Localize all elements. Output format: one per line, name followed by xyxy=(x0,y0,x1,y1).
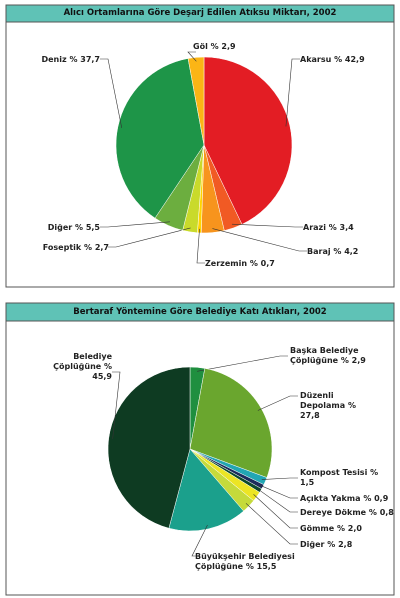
leader-line xyxy=(100,58,123,129)
category-label: Zerzemin xyxy=(205,259,248,268)
value-label: % 37,7 xyxy=(69,55,100,64)
leader-line xyxy=(197,355,288,372)
leader-line xyxy=(261,477,298,480)
leader-line xyxy=(112,371,121,439)
value-label: % 2,7 xyxy=(84,243,109,252)
chart-title: Bertaraf Yöntemine Göre Belediye Katı At… xyxy=(73,307,327,317)
panel-header xyxy=(5,4,395,23)
value-label: % 5,5 xyxy=(75,223,100,232)
data-label: Diğer % 2,8 xyxy=(300,540,395,550)
value-label: % 2,9 xyxy=(210,42,236,51)
data-label: Arazi % 3,4 xyxy=(303,223,393,233)
category-label: Deniz xyxy=(41,55,67,64)
data-label: Gömme % 2,0 xyxy=(300,524,395,534)
data-label: Foseptik % 2,7 xyxy=(4,243,109,253)
category-label: Baraj xyxy=(307,247,331,256)
leader-line xyxy=(212,228,307,252)
leader-line xyxy=(191,524,208,557)
category-label: Arazi xyxy=(303,223,326,232)
category-label: Belediye Çöplüğüne xyxy=(53,352,112,371)
value-label: % 27,8 xyxy=(300,401,356,420)
value-label: % 2,0 xyxy=(336,524,362,533)
value-label: % 0,8 xyxy=(368,508,394,517)
pie-slice xyxy=(203,56,293,225)
category-label: Gömme xyxy=(300,524,335,533)
pie-slice xyxy=(115,58,205,219)
value-label: % 42,9 xyxy=(334,55,365,64)
category-label: Akarsu xyxy=(300,55,332,64)
category-label: Foseptik xyxy=(42,243,82,252)
value-label: % 45,9 xyxy=(92,362,112,381)
data-label: Büyükşehir Belediyesi Çöplüğüne % 15,5 xyxy=(195,552,315,572)
data-label: Dereye Dökme % 0,8 xyxy=(300,508,400,518)
data-label: Diğer % 5,5 xyxy=(10,223,100,233)
leader-line xyxy=(100,221,170,228)
leader-line xyxy=(196,228,205,264)
value-label: % 15,5 xyxy=(245,562,277,571)
data-label: Baraj % 4,2 xyxy=(307,247,397,257)
data-label: Başka Belediye Çöplüğüne % 2,9 xyxy=(290,346,390,366)
value-label: % 2,9 xyxy=(340,356,366,365)
category-label: Kompost Tesisi xyxy=(300,468,368,477)
category-label: Başka Belediye Çöplüğüne xyxy=(290,346,359,365)
data-label: Belediye Çöplüğüne % 45,9 xyxy=(40,352,112,382)
category-label: Diğer xyxy=(47,223,73,232)
pie-slice xyxy=(107,366,191,529)
category-label: Diğer xyxy=(300,540,325,549)
pie-slice xyxy=(168,448,244,532)
leader-line xyxy=(245,503,298,545)
value-label: % 0,7 xyxy=(249,259,275,268)
leader-line xyxy=(231,223,303,228)
data-label: Kompost Tesisi % 1,5 xyxy=(300,468,395,488)
data-label: Deniz % 37,7 xyxy=(10,55,100,65)
leader-line xyxy=(108,227,191,248)
value-label: % 1,5 xyxy=(300,468,379,487)
data-label: Açıkta Yakma % 0,9 xyxy=(300,494,395,504)
chart-title: Alıcı Ortamlarına Göre Deşarj Edilen Atı… xyxy=(63,8,337,18)
panel-header xyxy=(5,302,395,322)
leader-line xyxy=(259,484,298,499)
value-label: % 0,9 xyxy=(363,494,389,503)
category-label: Açıkta Yakma xyxy=(300,494,361,503)
leader-line xyxy=(253,494,298,529)
data-label: Göl % 2,9 xyxy=(193,42,263,52)
data-label: Düzenli Depolama % 27,8 xyxy=(300,391,362,421)
data-label: Akarsu % 42,9 xyxy=(300,55,395,65)
pie-slice xyxy=(189,368,273,478)
value-label: % 4,2 xyxy=(333,247,359,256)
category-label: Göl xyxy=(193,42,208,51)
value-label: % 2,8 xyxy=(327,540,353,549)
leader-line xyxy=(187,51,197,62)
leader-line xyxy=(257,395,298,411)
data-label: Zerzemin % 0,7 xyxy=(205,259,295,269)
category-label: Büyükşehir Belediyesi Çöplüğüne xyxy=(195,552,295,571)
leader-line xyxy=(257,488,298,513)
category-label: Dereye Dökme xyxy=(300,508,367,517)
value-label: % 3,4 xyxy=(328,223,354,232)
category-label: Düzenli Depolama xyxy=(300,391,346,410)
leader-line xyxy=(285,58,300,127)
pie-slice xyxy=(187,56,205,146)
